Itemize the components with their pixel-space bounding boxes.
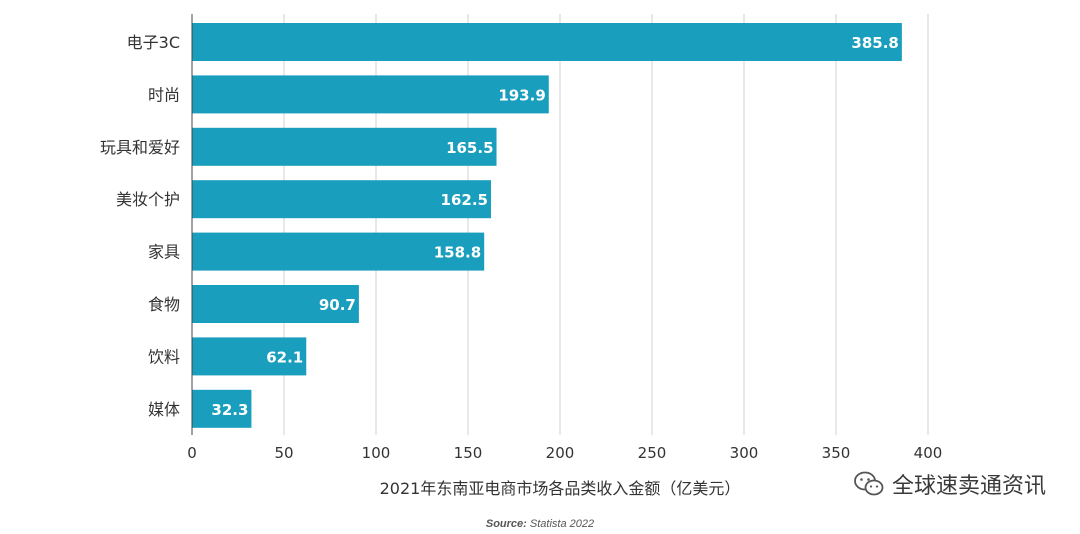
- category-label: 美妆个护: [116, 190, 180, 209]
- x-tick-label: 100: [362, 444, 391, 462]
- source-note: Source: Statista 2022: [0, 518, 1080, 530]
- x-axis-label: 2021年东南亚电商市场各品类收入金额（亿美元）: [380, 479, 741, 498]
- bar: [192, 285, 359, 323]
- bar: [192, 23, 902, 61]
- wechat-icon: [854, 471, 884, 497]
- bar: [192, 232, 485, 271]
- category-label: 食物: [148, 295, 180, 314]
- category-label: 时尚: [148, 85, 180, 104]
- value-label: 385.8: [851, 34, 898, 52]
- x-tick-label: 250: [638, 444, 667, 462]
- bar: [192, 180, 491, 219]
- bar: [192, 389, 252, 428]
- category-label: 媒体: [148, 400, 180, 419]
- bar: [192, 127, 497, 166]
- category-label: 饮料: [148, 347, 180, 366]
- value-label: 158.8: [434, 244, 481, 262]
- category-label: 电子3C: [127, 33, 180, 52]
- x-tick-label: 0: [187, 444, 197, 462]
- value-label: 62.1: [266, 348, 303, 366]
- category-label: 家具: [148, 243, 180, 262]
- source-label: Source:: [485, 518, 527, 530]
- x-tick-label: 400: [914, 444, 943, 462]
- bars: [192, 23, 902, 428]
- value-label: 193.9: [498, 86, 545, 104]
- value-labels: 385.8 193.9 165.5 162.5 158.8 90.7 62.1 32.3: [211, 34, 898, 419]
- x-tick-label: 50: [274, 444, 293, 462]
- x-tick-label: 200: [546, 444, 575, 462]
- x-tick-label: 150: [454, 444, 483, 462]
- source-text: Statista 2022: [526, 518, 595, 530]
- value-label: 165.5: [446, 139, 493, 157]
- bar: [192, 75, 549, 114]
- category-label: 玩具和爱好: [100, 138, 180, 157]
- x-tick-label: 350: [822, 444, 851, 462]
- value-label: 90.7: [319, 296, 356, 314]
- value-label: 162.5: [441, 191, 488, 209]
- bar: [192, 337, 307, 376]
- value-label: 32.3: [211, 401, 248, 419]
- x-tick-label: 300: [730, 444, 759, 462]
- watermark-text: 全球速卖通资讯: [891, 474, 1046, 499]
- watermark: 全球速卖通资讯: [854, 468, 1046, 500]
- x-tick-labels: 0 50 100 150 200 250 300 350 400: [187, 444, 942, 462]
